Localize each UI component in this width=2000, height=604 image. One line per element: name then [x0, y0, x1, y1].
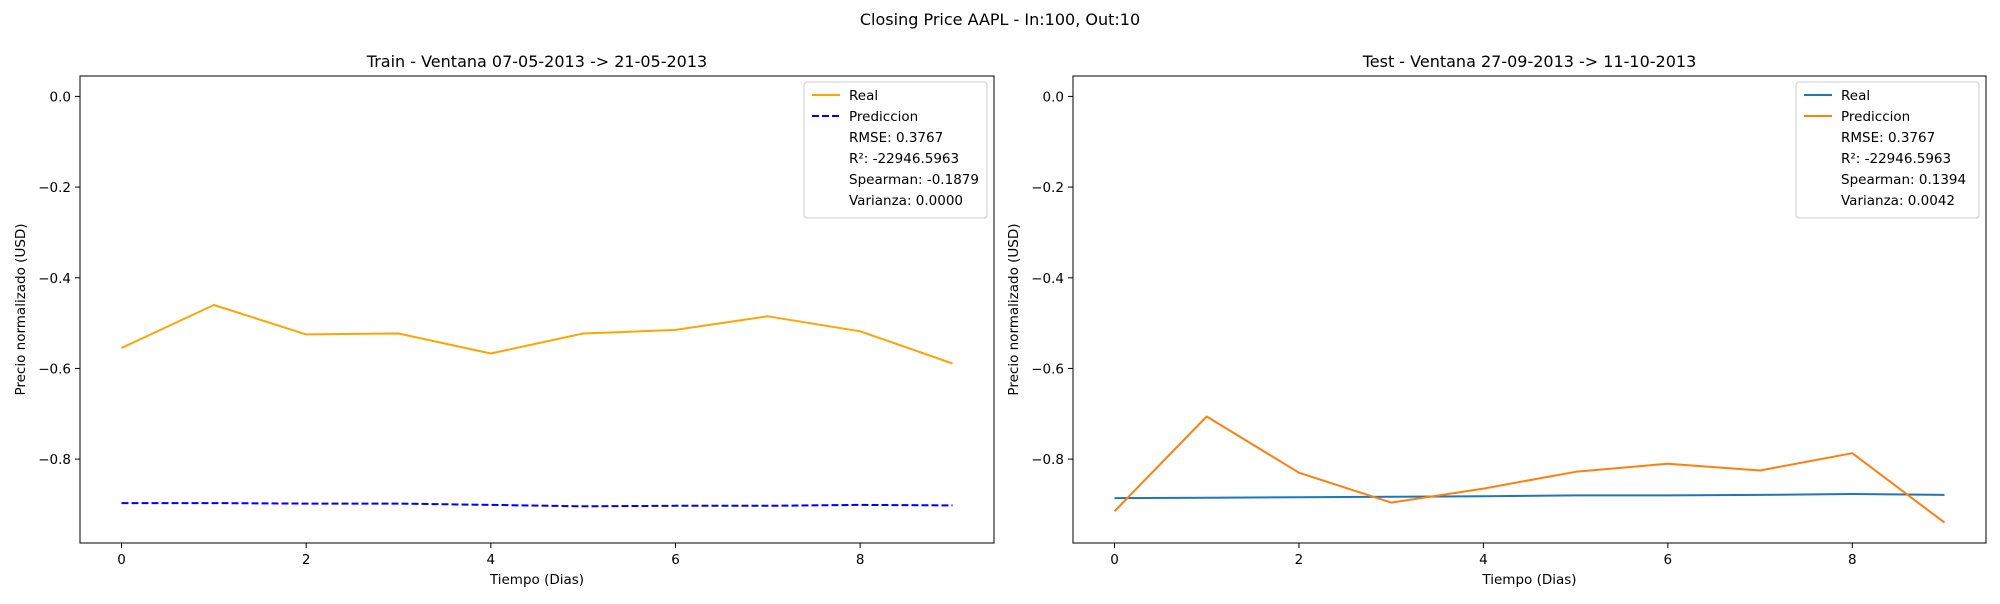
legend-box — [803, 81, 988, 219]
chart-panel-0: Train - Ventana 07-05-2013 -> 21-05-2013… — [13, 52, 995, 588]
x-tick-label: 6 — [1664, 552, 1673, 568]
x-tick-label: 4 — [487, 552, 496, 568]
x-tick-label: 2 — [1295, 552, 1304, 568]
legend-label: Real — [1841, 88, 1870, 104]
series-line-1 — [1113, 415, 1946, 524]
y-tick-label: −0.8 — [38, 452, 71, 468]
y-tick-label: −0.8 — [1031, 452, 1064, 468]
figure-title: Closing Price AAPL - In:100, Out:10 — [860, 10, 1140, 29]
legend-metric: RMSE: 0.3767 — [1841, 130, 1935, 146]
y-tick-label: −0.4 — [38, 271, 71, 287]
x-tick-label: 0 — [117, 552, 126, 568]
chart-panel-1: Test - Ventana 27-09-2013 -> 11-10-2013 0… — [1006, 52, 1987, 588]
x-tick-label: 6 — [671, 552, 680, 568]
x-axis-label: Tiempo (Dias) — [1481, 572, 1576, 588]
y-tick-label: −0.6 — [38, 361, 71, 377]
y-tick-label: −0.6 — [1031, 361, 1064, 377]
plots-container: Train - Ventana 07-05-2013 -> 21-05-2013… — [13, 52, 1987, 588]
legend-metric: RMSE: 0.3767 — [849, 130, 943, 146]
legend-metric: Spearman: -0.1879 — [849, 172, 979, 188]
legend-box — [1795, 81, 1980, 219]
series-line-0 — [121, 304, 953, 365]
chart-title: Test - Ventana 27-09-2013 -> 11-10-2013 — [1362, 52, 1697, 71]
y-tick-label: −0.2 — [38, 180, 71, 196]
legend: Real Prediccion RMSE: 0.3767 R²: -22946.596… — [1795, 81, 1980, 219]
y-axis-label: Precio normalizado (USD) — [13, 223, 29, 395]
y-axis-label: Precio normalizado (USD) — [1006, 223, 1022, 395]
y-tick-label: 0.0 — [1043, 89, 1064, 105]
chart-title: Train - Ventana 07-05-2013 -> 21-05-2013 — [366, 52, 707, 71]
legend: Real Prediccion RMSE: 0.3767 R²: -22946.596… — [803, 81, 988, 219]
x-tick-label: 4 — [1479, 552, 1488, 568]
legend-metric: Spearman: 0.1394 — [1841, 172, 1966, 188]
x-axis-label: Tiempo (Dias) — [489, 572, 584, 588]
legend-metric: Varianza: 0.0042 — [1841, 193, 1955, 209]
x-tick-label: 8 — [1848, 552, 1857, 568]
x-tick-label: 0 — [1110, 552, 1119, 568]
plot-frame — [1072, 75, 1987, 544]
legend-metric: R²: -22946.5963 — [849, 151, 959, 167]
x-tick-label: 8 — [856, 552, 865, 568]
legend-metric: Varianza: 0.0000 — [849, 193, 963, 209]
legend-metric: R²: -22946.5963 — [1841, 151, 1951, 167]
legend-label: Prediccion — [1841, 109, 1910, 125]
y-tick-label: −0.4 — [1031, 271, 1064, 287]
y-tick-label: 0.0 — [50, 89, 71, 105]
series-line-1 — [121, 502, 953, 508]
plot-frame — [79, 75, 995, 544]
series-line-0 — [1114, 493, 1945, 500]
legend-label: Real — [849, 88, 878, 104]
x-tick-label: 2 — [302, 552, 311, 568]
legend-label: Prediccion — [849, 109, 918, 125]
y-tick-label: −0.2 — [1031, 180, 1064, 196]
